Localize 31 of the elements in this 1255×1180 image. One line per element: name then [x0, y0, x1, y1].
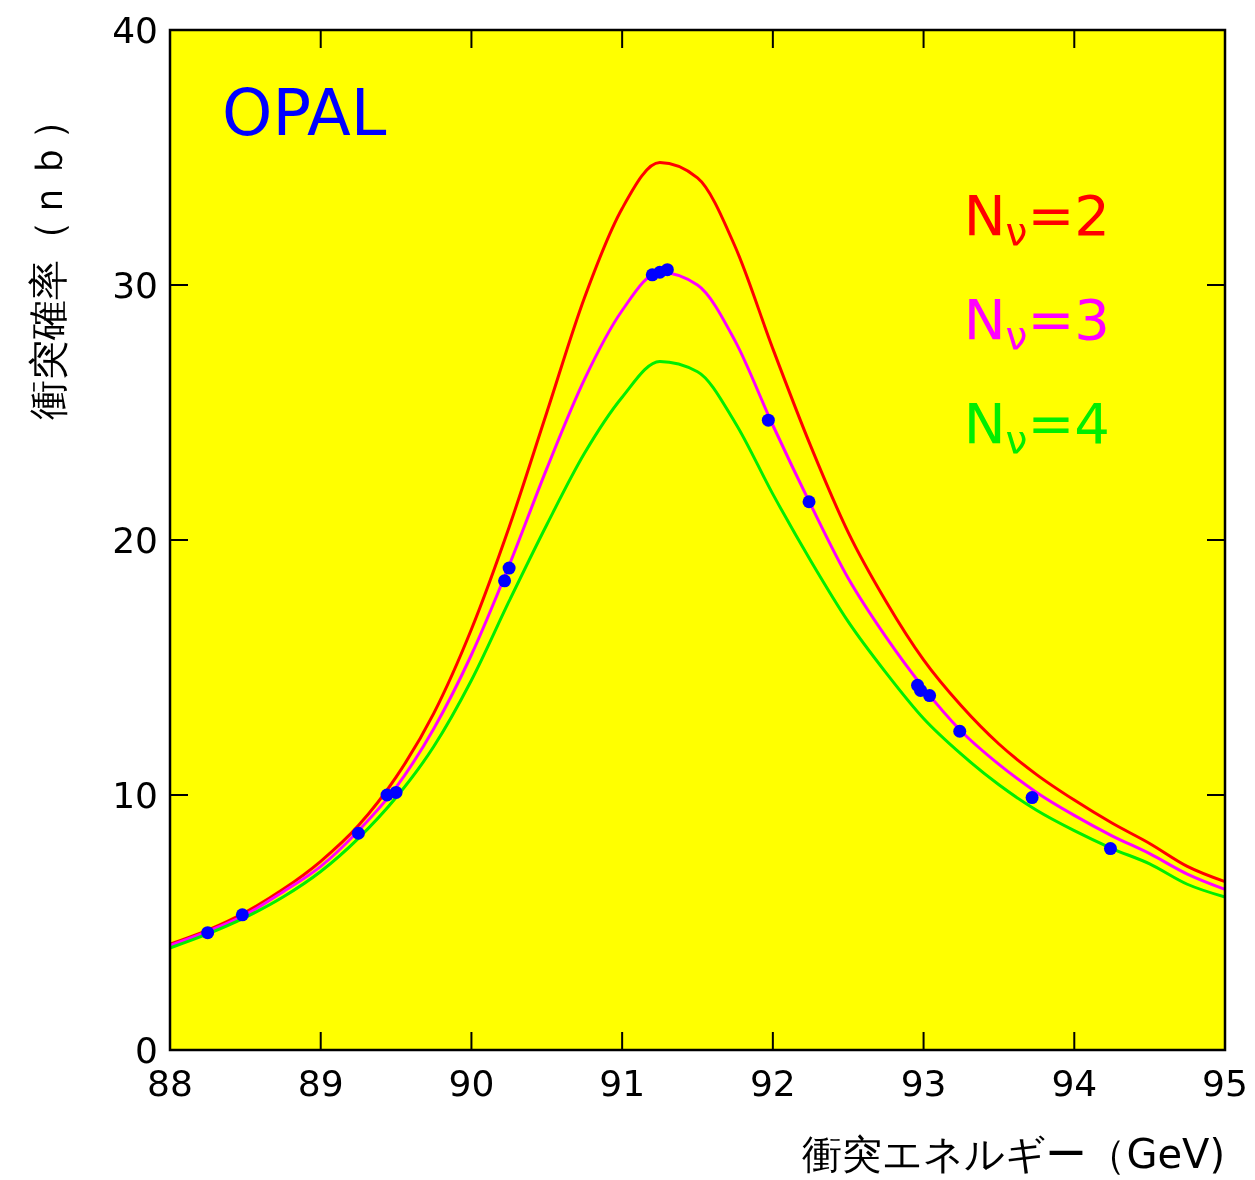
x-tick-label: 90: [448, 1063, 495, 1104]
point: [923, 689, 937, 703]
x-tick-label: 95: [1202, 1063, 1248, 1104]
point: [1025, 791, 1039, 805]
point: [953, 724, 967, 738]
point: [351, 826, 365, 840]
annotation: OPAL: [222, 76, 387, 150]
point: [761, 413, 775, 427]
text: N$_{ν}$=4: [963, 391, 1110, 462]
point: [914, 683, 928, 697]
point: [235, 908, 249, 922]
x-tick-label: 94: [1051, 1063, 1098, 1104]
x-tick-label: 92: [749, 1063, 796, 1104]
point: [1103, 842, 1117, 856]
x-axis-title: 衝突エネルギー（GeV): [802, 1131, 1225, 1177]
x-tick-label: 91: [599, 1063, 646, 1104]
y-tick-label: 20: [112, 519, 158, 561]
y-tick-label: 40: [112, 9, 158, 51]
x-tick-label: 89: [297, 1063, 344, 1104]
text: N$_{ν}$=3: [963, 287, 1110, 358]
text: N$_{ν}$=2: [963, 183, 1110, 254]
y-tick-label: 10: [112, 774, 158, 816]
y-axis-title: 衝突確率（ｎｂ）: [25, 100, 71, 420]
point: [502, 561, 516, 575]
point: [201, 926, 215, 940]
x-tick-label: 93: [900, 1063, 947, 1104]
point: [802, 495, 816, 509]
point: [498, 574, 512, 588]
point: [660, 263, 674, 277]
y-tick-label: 30: [112, 264, 158, 306]
point: [389, 785, 403, 799]
